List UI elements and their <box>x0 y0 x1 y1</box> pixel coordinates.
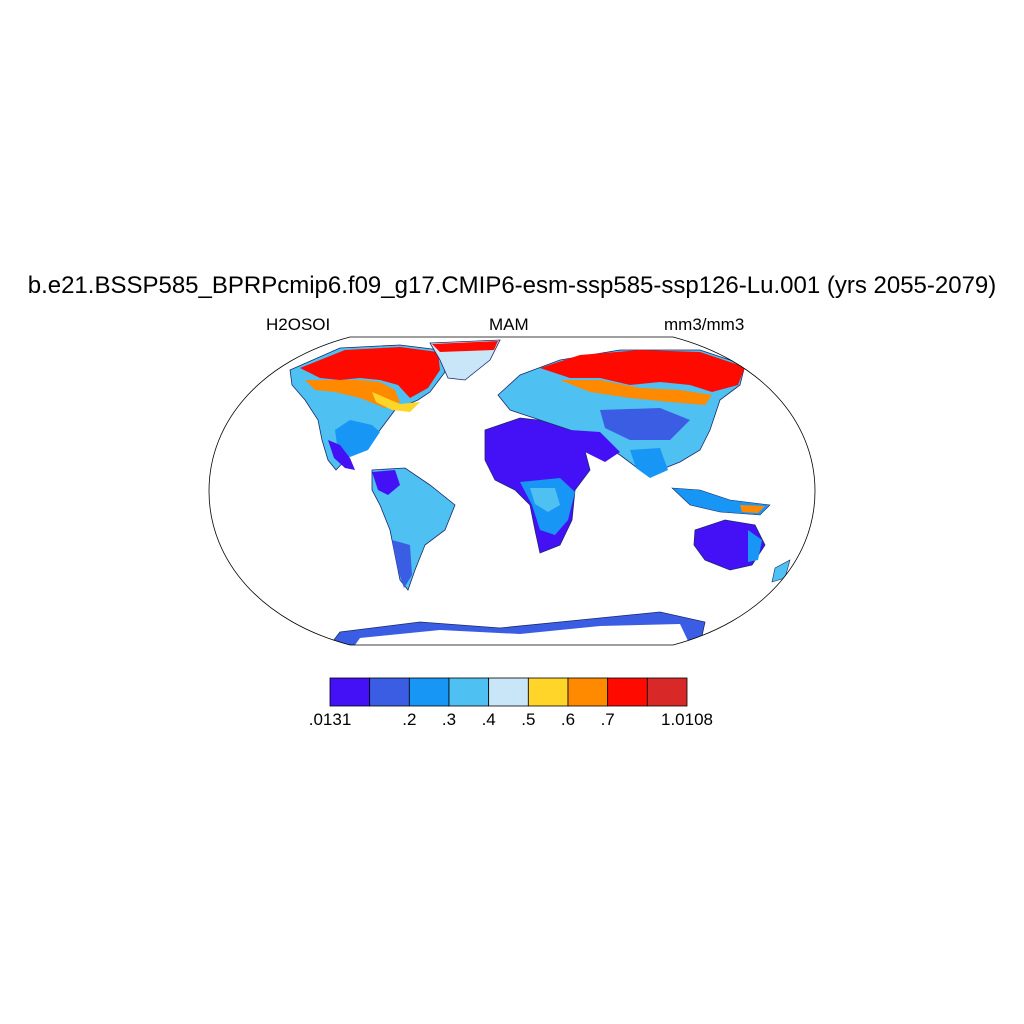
antarctica-interior <box>355 624 690 645</box>
colorbar <box>329 677 688 707</box>
colorbar-swatch <box>329 677 371 707</box>
colorbar-tick-label: .7 <box>600 710 615 729</box>
colorbar-swatch <box>369 677 410 707</box>
usa-blue <box>335 420 380 457</box>
colorbar-tick-label: .6 <box>560 710 576 729</box>
colorbar-swatch <box>527 677 569 707</box>
africa-wet <box>530 488 560 512</box>
colorbar-swatch <box>646 677 688 707</box>
map-outline <box>208 336 816 646</box>
greenland-edge <box>432 341 498 352</box>
south-asia <box>630 448 668 478</box>
south-america-land <box>371 467 456 591</box>
variable-label: H2OSOI <box>266 315 331 334</box>
colorbar-tick-label: .3 <box>441 710 457 729</box>
plot-title: b.e21.BSSP585_BPRPcmip6.f09_g17.CMIP6-es… <box>27 272 997 299</box>
colorbar-swatch <box>488 677 529 707</box>
colorbar-swatch <box>448 677 490 707</box>
mexico-purple <box>328 440 355 470</box>
colorbar-swatch <box>607 677 648 707</box>
new-zealand <box>771 559 791 583</box>
central-asia-dry <box>600 408 690 440</box>
colorbar-swatch <box>408 677 450 707</box>
colorbar-tick-label: .2 <box>402 710 417 729</box>
colorbar-tick-label: .5 <box>521 710 536 729</box>
canada-red <box>300 347 440 398</box>
season-label: MAM <box>489 315 529 334</box>
siberia-orange <box>560 380 712 405</box>
units-label: mm3/mm3 <box>664 315 745 334</box>
south-america-south <box>392 540 412 588</box>
siberia-red <box>540 350 745 392</box>
land-fields <box>289 339 791 645</box>
australia-east <box>748 530 762 562</box>
australia-land <box>693 519 766 571</box>
colorbar-tick-label: 1.0108 <box>661 710 713 729</box>
colorbar-tick-label: .4 <box>481 710 496 729</box>
middle-east-dry <box>570 430 620 462</box>
colorbar-tick-label: .0131 <box>308 710 352 729</box>
colorbar-swatch <box>567 677 609 707</box>
south-america-dry <box>372 470 400 495</box>
indonesia-warm <box>740 505 765 513</box>
canada-yellow <box>372 392 420 412</box>
